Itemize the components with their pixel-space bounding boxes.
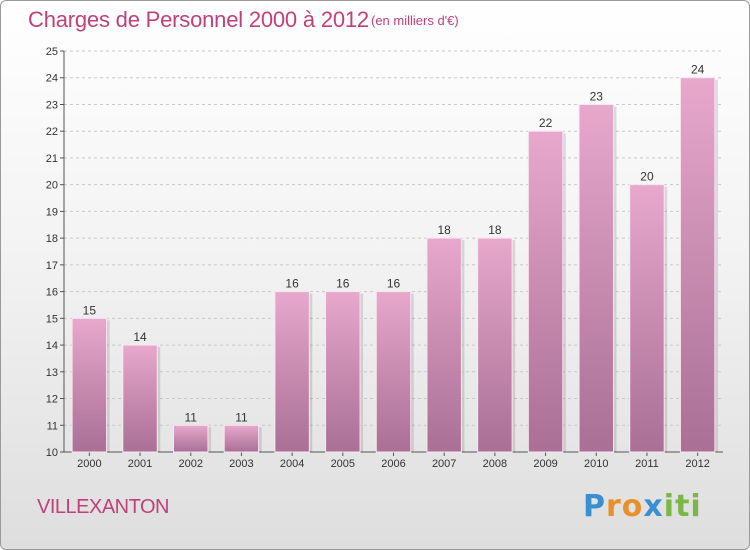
- grid-lines: [64, 50, 723, 426]
- logo-letter: x: [643, 489, 664, 524]
- location-name: VILLEXANTON: [37, 496, 169, 518]
- x-tick-label: 2005: [331, 458, 355, 470]
- bar-value-label: 15: [83, 303, 97, 317]
- bar: [578, 103, 615, 453]
- y-tick-label: 19: [46, 206, 58, 218]
- x-tick-label: 2006: [381, 458, 405, 470]
- bar: [426, 237, 462, 453]
- x-tick-label: 2004: [280, 458, 304, 470]
- y-tick-label: 22: [46, 126, 58, 138]
- x-tick-label: 2012: [685, 458, 709, 470]
- bar: [274, 291, 310, 453]
- bar: [629, 184, 665, 453]
- bar: [71, 317, 108, 453]
- bar-value-label: 22: [539, 116, 553, 130]
- y-tick-label: 17: [46, 260, 58, 272]
- bar-value-label: 16: [387, 277, 401, 291]
- bar: [527, 130, 564, 453]
- bar-value-label: 23: [590, 89, 604, 103]
- bar: [122, 344, 158, 453]
- bar: [223, 424, 260, 453]
- bar: [172, 424, 209, 453]
- logo-letter: i: [663, 489, 676, 524]
- y-tick-label: 14: [46, 340, 58, 352]
- x-tick-label: 2007: [432, 458, 456, 470]
- bar-value-label: 18: [438, 223, 452, 237]
- y-tick-label: 24: [46, 73, 58, 85]
- bar-value-label: 16: [336, 277, 350, 291]
- logo-letter: o: [621, 489, 644, 524]
- chart-unit: (en milliers d'€): [371, 13, 459, 28]
- y-tick-label: 16: [46, 287, 58, 299]
- bar-value-label: 18: [488, 223, 502, 237]
- proxiti-logo: Proxiti: [583, 489, 702, 524]
- x-tick-label: 2011: [635, 458, 659, 470]
- bar-value-label: 14: [133, 330, 147, 344]
- y-tick-label: 20: [46, 180, 58, 192]
- bar-value-label: 16: [285, 277, 299, 291]
- x-tick-label: 2008: [483, 458, 507, 470]
- x-tick-label: 2002: [178, 458, 202, 470]
- bar-value-label: 11: [184, 410, 197, 424]
- x-tick-label: 2000: [77, 458, 101, 470]
- logo-letter: r: [606, 489, 622, 524]
- y-tick-label: 18: [46, 233, 58, 245]
- bar-value-label: 20: [640, 170, 654, 184]
- bar-value-label: 11: [235, 410, 248, 424]
- chart-title: Charges de Personnel 2000 à 2012: [28, 7, 369, 32]
- bars: [71, 77, 718, 453]
- y-tick-label: 13: [46, 367, 58, 379]
- bar: [325, 291, 361, 453]
- y-tick-label: 11: [47, 420, 58, 432]
- logo-letter: i: [690, 489, 702, 524]
- bar: [477, 237, 513, 453]
- logo-letter: P: [583, 489, 606, 524]
- y-tick-label: 25: [46, 46, 58, 58]
- y-tick-label: 23: [46, 99, 58, 111]
- y-tick-label: 10: [46, 447, 58, 459]
- logo-letter: t: [675, 489, 691, 524]
- y-tick-label: 21: [46, 153, 58, 165]
- bar: [375, 291, 412, 453]
- labels: 15 2000 14 2001 11 2002 11 2003 16 2004 16 2005 16 20…: [77, 63, 710, 470]
- x-tick-label: 2003: [229, 458, 253, 470]
- x-tick-label: 2010: [584, 458, 608, 470]
- y-tick-label: 12: [46, 394, 58, 406]
- y-tick-label: 15: [46, 313, 58, 325]
- bar: [679, 77, 716, 453]
- bar-value-label: 24: [691, 63, 705, 77]
- x-tick-label: 2001: [128, 458, 152, 470]
- x-tick-label: 2009: [533, 458, 557, 470]
